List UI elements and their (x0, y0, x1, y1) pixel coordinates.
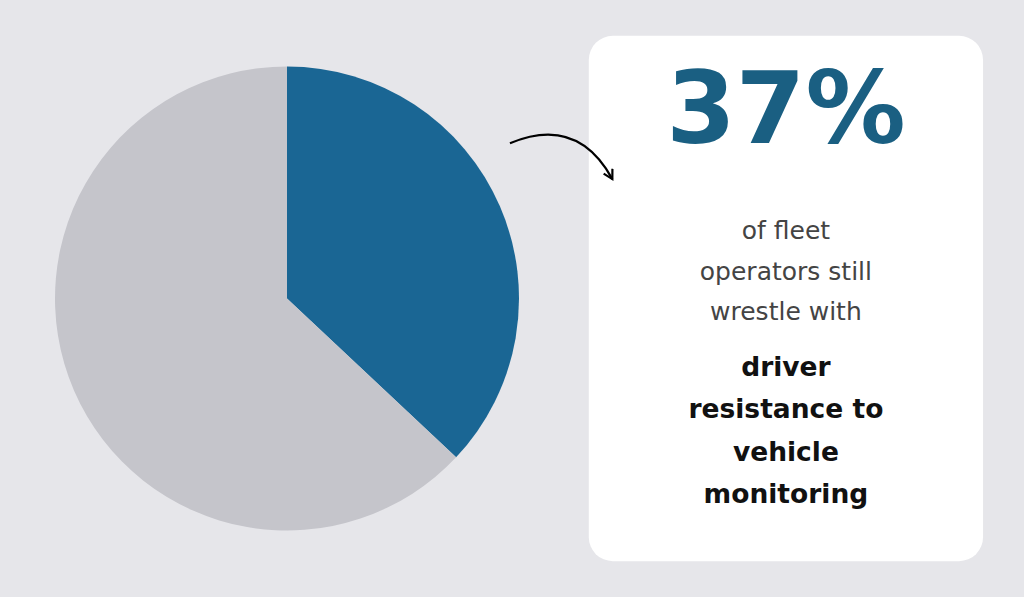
annotation-text: vehicle (733, 436, 839, 467)
arrow (510, 135, 612, 179)
card (589, 36, 983, 561)
chart: 37% of fleet operators still wrestle with dr… (0, 0, 1024, 597)
annotation-text: driver (741, 351, 830, 382)
annotation-text: wrestle with (710, 297, 862, 326)
highlight-text: 37% (666, 50, 905, 167)
annotation-text: resistance to (688, 393, 883, 424)
background (0, 0, 1024, 597)
annotation-text: monitoring (704, 478, 869, 509)
pie (55, 67, 519, 531)
annotation-text: operators still (700, 257, 872, 286)
annotation-text: of fleet (742, 216, 831, 245)
pie-slice (55, 67, 456, 531)
